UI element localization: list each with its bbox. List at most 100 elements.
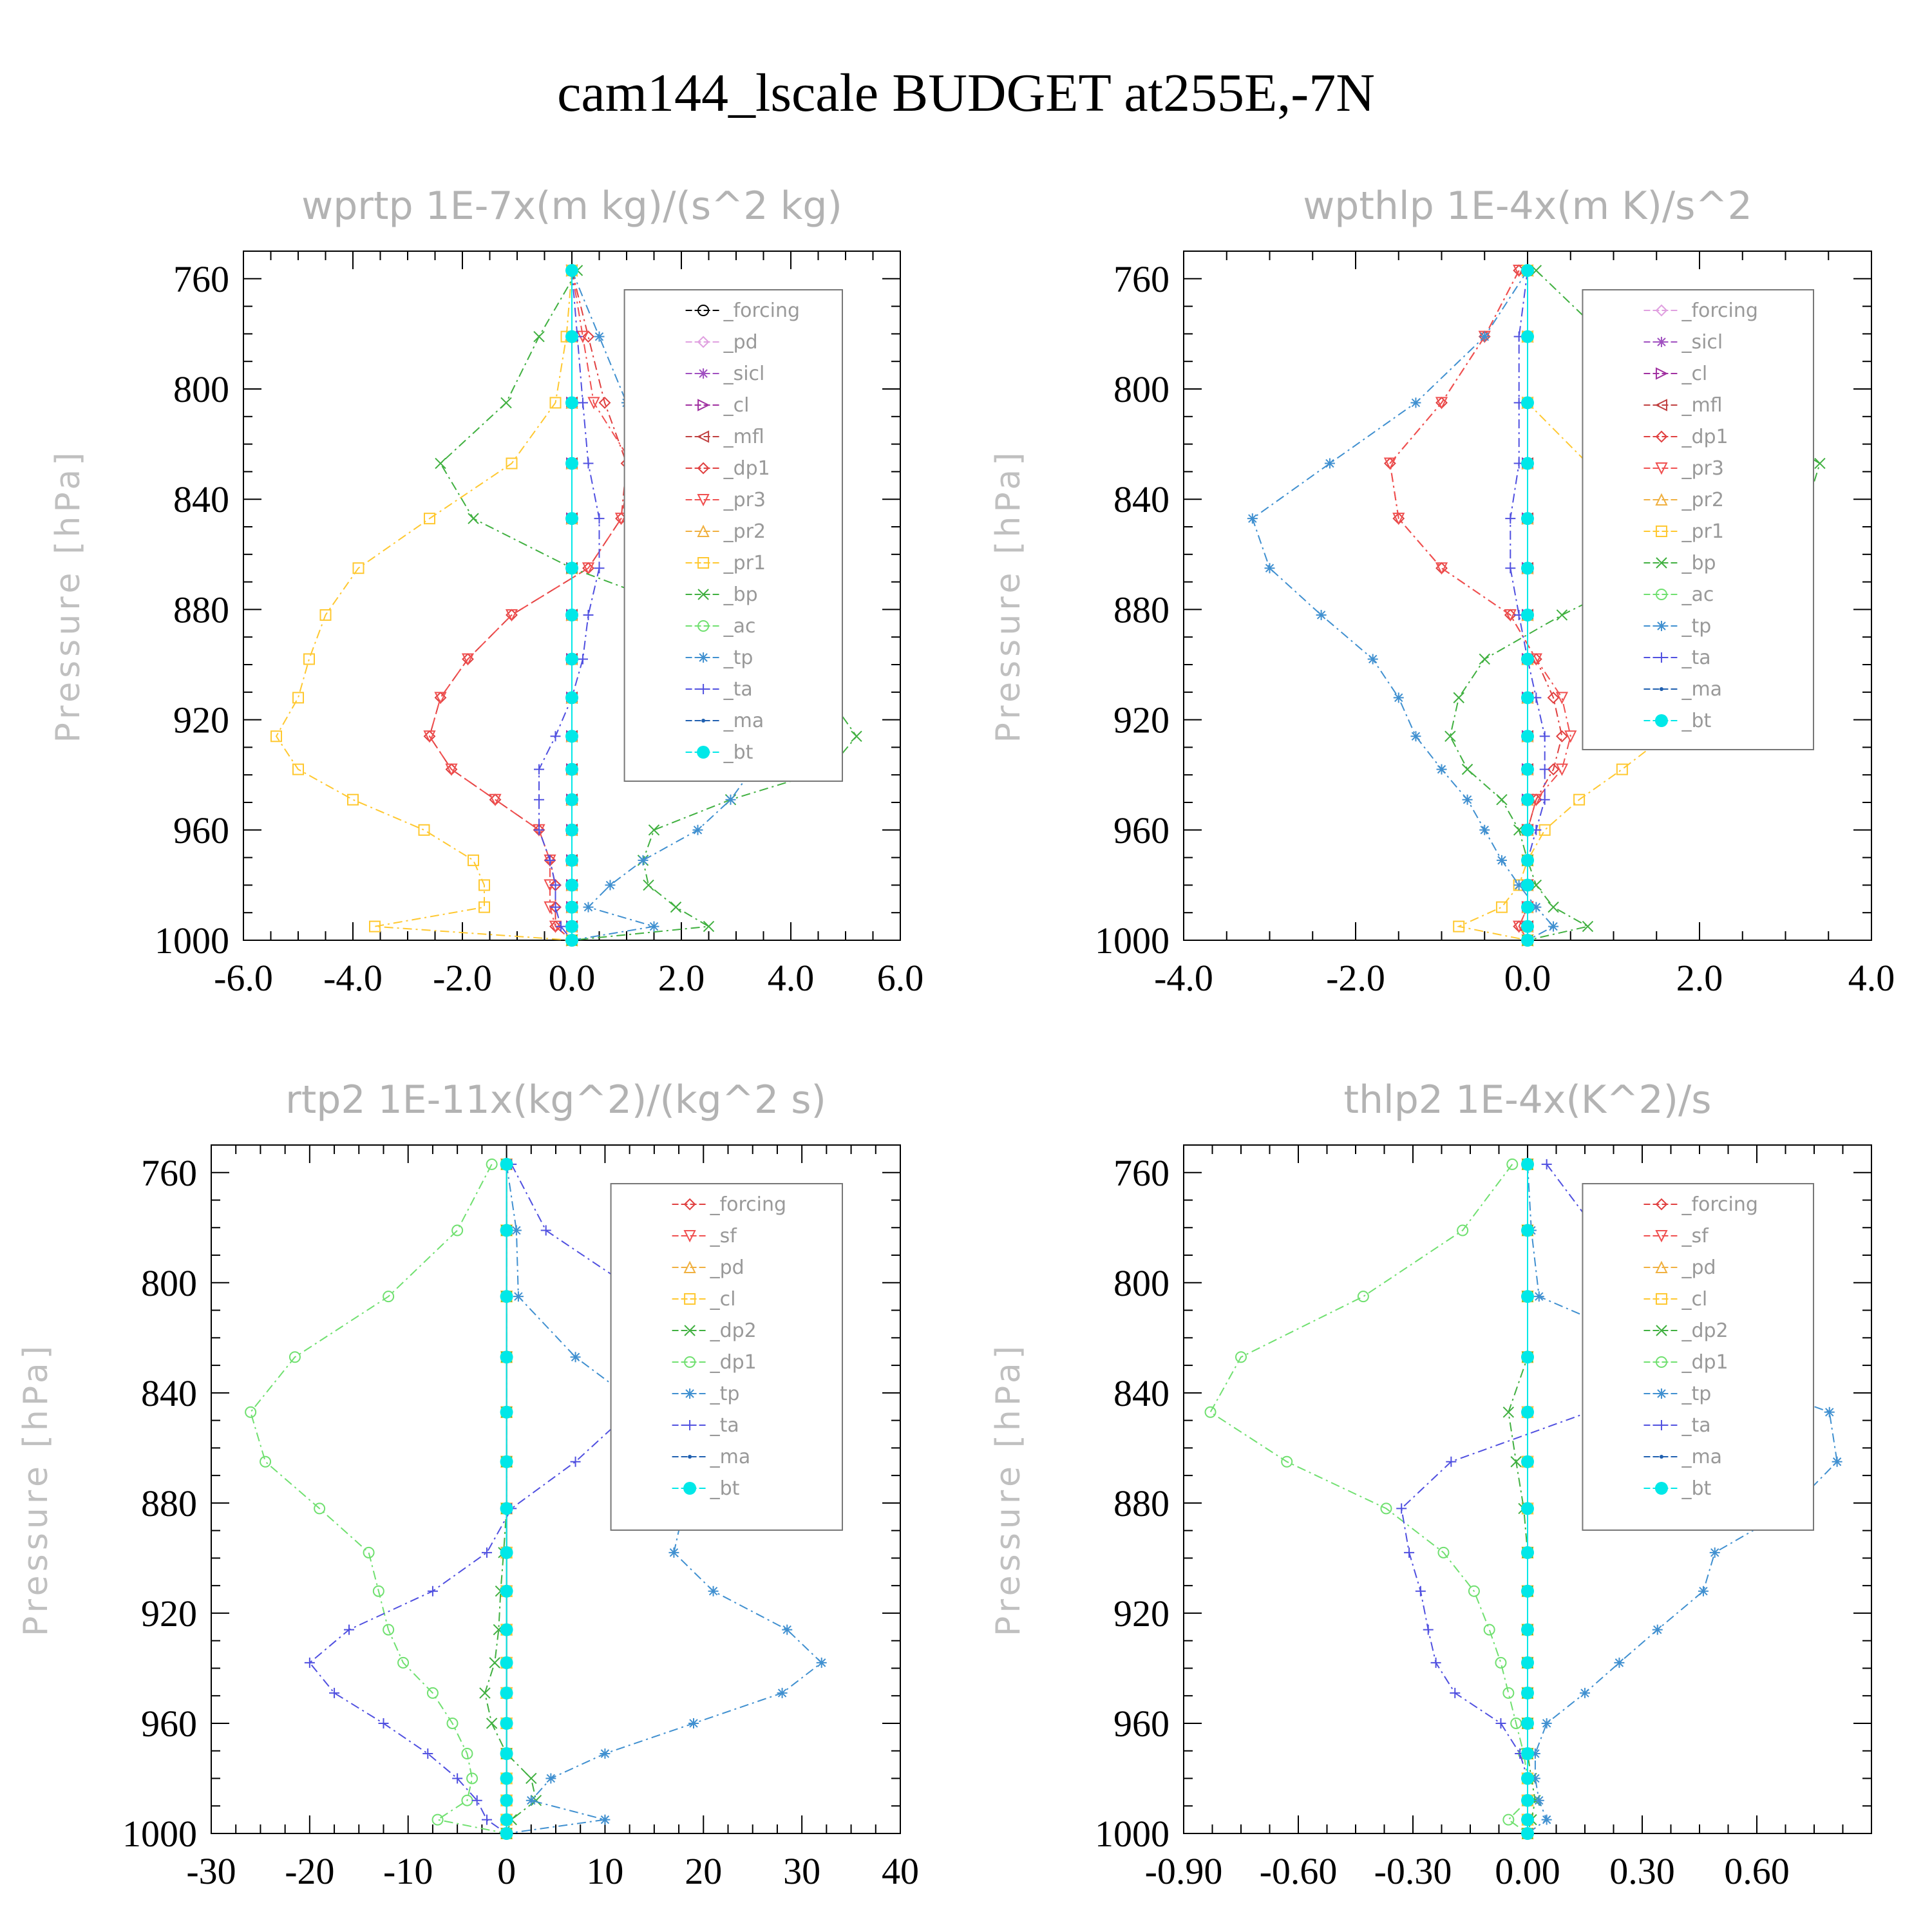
- data-point: [289, 1351, 301, 1363]
- data-point: [1415, 1586, 1426, 1596]
- series-line: [538, 270, 600, 941]
- y-axis-label: Pressure [hPa]: [989, 449, 1028, 743]
- y-tick-label: 800: [1113, 368, 1170, 410]
- y-tick-label: 920: [141, 1593, 197, 1634]
- x-tick-label: -2.0: [433, 957, 492, 999]
- x-tick-label: 20: [685, 1850, 722, 1892]
- data-point: [1502, 1406, 1515, 1418]
- legend-marker: [1655, 1293, 1667, 1305]
- x-tick-label: -4.0: [323, 957, 383, 999]
- x-tick-label: 6.0: [877, 957, 924, 999]
- x-tick-label: 0: [497, 1850, 516, 1892]
- data-point: [638, 855, 649, 866]
- legend-label: _cl: [1681, 363, 1707, 385]
- data-point: [1521, 823, 1534, 837]
- legend-label: _pr3: [723, 489, 766, 511]
- data-point: [500, 1157, 513, 1171]
- y-tick-label: 960: [141, 1703, 197, 1745]
- data-point: [489, 1657, 500, 1669]
- data-point: [511, 1225, 522, 1236]
- data-point: [1505, 563, 1516, 574]
- data-point: [319, 609, 332, 621]
- data-point: [545, 1773, 556, 1784]
- data-point: [1521, 1813, 1534, 1826]
- legend-label: _bt: [1681, 710, 1711, 732]
- data-point: [445, 763, 458, 776]
- data-point: [1496, 855, 1507, 866]
- data-point: [594, 331, 605, 342]
- data-point: [506, 457, 518, 469]
- data-point: [1832, 1456, 1842, 1467]
- panel-title: wpthlp 1E-4x(m K)/s^2: [1303, 184, 1752, 229]
- data-point: [372, 1585, 384, 1597]
- data-point: [1316, 609, 1327, 620]
- data-point: [500, 1224, 513, 1237]
- data-point: [851, 730, 862, 742]
- data-point: [383, 1291, 395, 1303]
- data-point: [292, 763, 304, 775]
- data-point: [500, 1455, 513, 1468]
- chart-panel-1: wprtp 1E-7x(m kg)/(s^2 kg) Pressure [hPa]…: [49, 184, 923, 999]
- legend-label: _ac: [723, 615, 756, 638]
- data-point: [1496, 794, 1508, 806]
- legend: _forcing _pd _sicl _cl _mfl _dp1 _pr3 _pr2 _pr1 _…: [623, 289, 843, 782]
- data-point: [556, 921, 566, 932]
- data-point: [1521, 1405, 1534, 1419]
- y-tick-label: 1000: [155, 920, 229, 961]
- legend-label: _dp1: [710, 1351, 757, 1374]
- data-point: [1548, 921, 1559, 932]
- data-point: [565, 396, 578, 410]
- data-point: [594, 513, 605, 524]
- legend: _forcing _sicl _cl _mfl _dp1 _pr3 _pr2 _pr1 _bp _…: [1582, 289, 1814, 750]
- data-point: [1530, 1773, 1540, 1784]
- data-point: [1521, 1290, 1534, 1303]
- legend-marker: [1659, 687, 1663, 691]
- data-point: [329, 1687, 340, 1698]
- data-point: [1616, 763, 1628, 775]
- data-point: [303, 653, 315, 665]
- data-point: [1437, 1546, 1450, 1558]
- data-point: [1814, 457, 1826, 469]
- legend-marker: [1656, 1420, 1667, 1430]
- legend-marker: [1655, 367, 1669, 380]
- legend-marker: [697, 399, 710, 412]
- legend-label: _sf: [710, 1225, 738, 1247]
- legend-marker: [1654, 714, 1668, 727]
- legend-marker: [1656, 337, 1667, 347]
- data-point: [468, 513, 479, 524]
- legend-label: _sf: [1681, 1225, 1709, 1247]
- data-point: [1436, 764, 1447, 775]
- y-axis-label: Pressure [hPa]: [989, 1342, 1028, 1636]
- data-point: [378, 1718, 389, 1728]
- y-axis-label: Pressure [hPa]: [17, 1342, 55, 1636]
- data-point: [1430, 1657, 1441, 1668]
- data-point: [1357, 1291, 1369, 1303]
- y-tick-label: 760: [1113, 1152, 1170, 1194]
- legend-label: _pd: [710, 1256, 744, 1279]
- data-point: [534, 824, 544, 835]
- data-point: [1396, 1503, 1407, 1514]
- legend-marker: [684, 1325, 696, 1336]
- data-point: [1521, 1827, 1534, 1840]
- legend-label: _cl: [710, 1288, 736, 1311]
- legend-marker: [698, 652, 709, 663]
- data-point: [1521, 608, 1534, 621]
- legend-label: _forcing: [710, 1193, 786, 1216]
- legend-label: _cl: [1681, 1288, 1707, 1311]
- legend: _forcing _sf _pd _cl _dp2 _dp1 _tp _ta _ma _bt: [1582, 1183, 1814, 1531]
- legend-marker: [1656, 621, 1667, 631]
- data-point: [344, 1624, 354, 1635]
- legend-label: _ma: [1681, 1446, 1722, 1468]
- data-point: [692, 824, 703, 835]
- legend-marker: [683, 1260, 696, 1273]
- y-tick-label: 840: [141, 1372, 197, 1414]
- data-point: [570, 1456, 581, 1467]
- data-point: [369, 920, 381, 933]
- data-point: [1521, 562, 1534, 575]
- data-point: [1521, 263, 1534, 277]
- legend-marker: [697, 462, 710, 475]
- data-point: [245, 1406, 257, 1418]
- data-point: [1521, 1686, 1534, 1700]
- panel-title: thlp2 1E-4x(K^2)/s: [1343, 1077, 1711, 1122]
- legend-label: _ma: [1681, 678, 1722, 701]
